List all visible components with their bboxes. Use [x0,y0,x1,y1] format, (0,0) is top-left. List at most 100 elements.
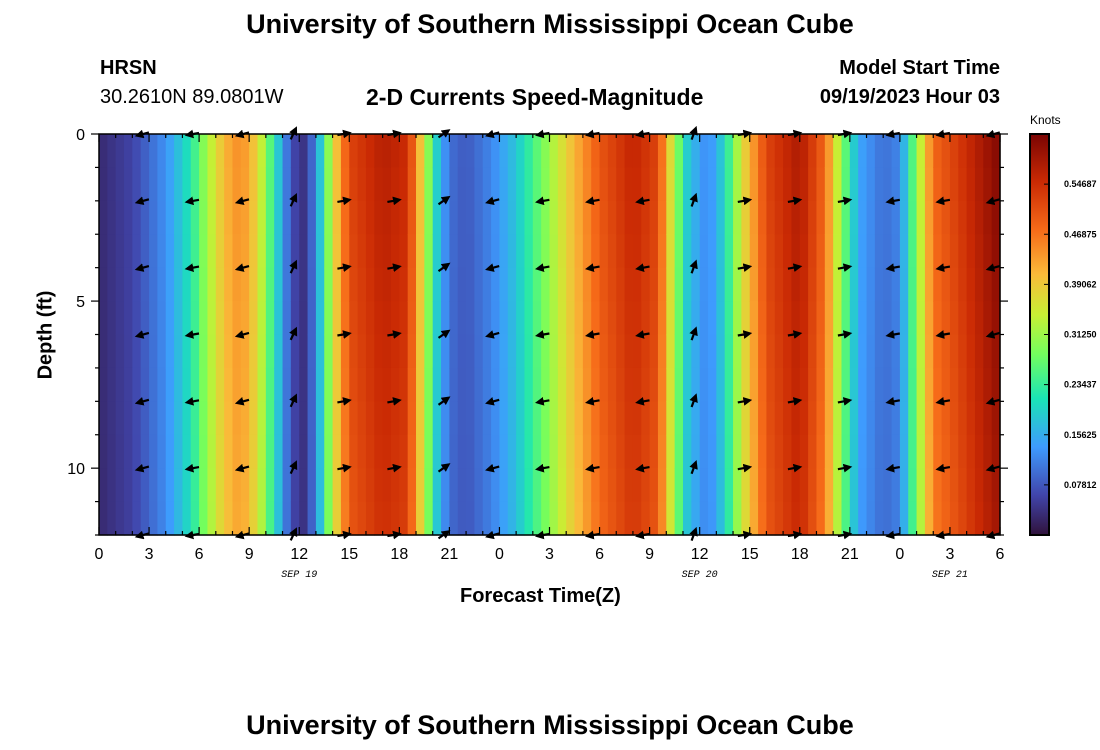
heatmap-cell [441,334,450,369]
heatmap-cell [824,401,834,436]
x-tick-label: 12 [290,546,308,563]
heatmap-cell [249,200,259,235]
heatmap-cell [666,200,676,235]
heatmap-cell [315,334,325,369]
heatmap-cell [624,334,634,369]
heatmap-cell [933,367,943,402]
heatmap-cell [624,234,634,269]
heatmap-cell [858,301,868,336]
heatmap-cell [541,367,551,402]
heatmap-cell [824,468,834,503]
heatmap-cells [99,134,1001,536]
heatmap-cell [516,434,526,469]
current-vector [585,263,600,272]
heatmap-cell [207,501,217,536]
heatmap-cell [299,367,309,402]
heatmap-cell [682,468,692,503]
heatmap-cell [849,334,859,369]
heatmap-cell [874,167,884,202]
heatmap-cell [974,468,984,503]
heatmap-cell [374,200,384,235]
heatmap-cell [783,200,793,235]
heatmap-cell [958,267,968,302]
heatmap-cell [724,234,734,269]
current-vector [535,396,550,406]
heatmap-cell [949,267,959,302]
heatmap-cell [624,468,634,503]
heatmap-cell [516,401,526,436]
station-coordinates: 30.2610N 89.0801W [100,86,284,108]
heatmap-cell [774,167,784,202]
heatmap-cell [691,167,701,202]
heatmap-cell [157,367,167,402]
heatmap-cell [958,401,968,436]
heatmap-cell [858,267,868,302]
heatmap-cell [791,434,801,469]
current-vector [184,396,200,406]
heatmap-cell [799,468,809,503]
heatmap-cell [466,334,476,369]
heatmap-cell [724,167,734,202]
heatmap-cell [390,301,400,336]
heatmap-cell [349,267,359,302]
heatmap-cell [841,367,851,402]
heatmap-cell [699,468,709,503]
heatmap-cell [340,468,350,503]
heatmap-cell [390,501,400,536]
heatmap-cell [474,367,484,402]
heatmap-cell [215,367,225,402]
heatmap-cell [249,167,259,202]
heatmap-cell [541,401,551,436]
heatmap-cell [374,434,384,469]
heatmap-cell [482,267,492,302]
heatmap-cell [674,401,684,436]
heatmap-cell [749,234,759,269]
heatmap-cell [824,267,834,302]
heatmap-cell [591,134,601,169]
heatmap-cell [416,134,425,169]
heatmap-cell [591,434,601,469]
heatmap-cell [315,501,325,536]
heatmap-cell [140,234,150,269]
heatmap-cell [708,167,717,202]
heatmap-cell [966,367,976,402]
current-vector [885,396,900,406]
heatmap-cell [966,234,976,269]
heatmap-cell [783,267,793,302]
heatmap-cell [165,434,175,469]
heatmap-cell [666,367,676,402]
heatmap-cell [382,301,392,336]
heatmap-cell [974,501,984,536]
heatmap-cell [591,501,601,536]
heatmap-cell [833,334,843,369]
heatmap-cell [874,501,884,536]
current-vector [787,263,803,273]
heatmap-cell [365,167,375,202]
heatmap-cell [966,167,976,202]
heatmap-cell [307,267,317,302]
heatmap-cell [182,167,192,202]
heatmap-cell [390,134,400,169]
heatmap-cell [708,468,717,503]
heatmap-cell [841,401,851,436]
heatmap-cell [582,501,592,536]
heatmap-cell [874,267,884,302]
heatmap-cell [215,334,225,369]
heatmap-cell [874,200,884,235]
heatmap-cell [916,200,926,235]
heatmap-cell [691,468,701,503]
heatmap-cell [682,134,692,169]
heatmap-cell [382,468,392,503]
heatmap-cell [783,367,793,402]
heatmap-cell [315,167,325,202]
heatmap-cell [157,200,167,235]
heatmap-cell [299,301,309,336]
heatmap-cell [265,367,275,402]
heatmap-cell [549,468,559,503]
heatmap-cell [432,301,442,336]
heatmap-cell [833,134,843,169]
current-vector [437,195,451,206]
heatmap-cell [899,200,909,235]
heatmap-cell [758,234,767,269]
heatmap-cell [274,367,284,402]
